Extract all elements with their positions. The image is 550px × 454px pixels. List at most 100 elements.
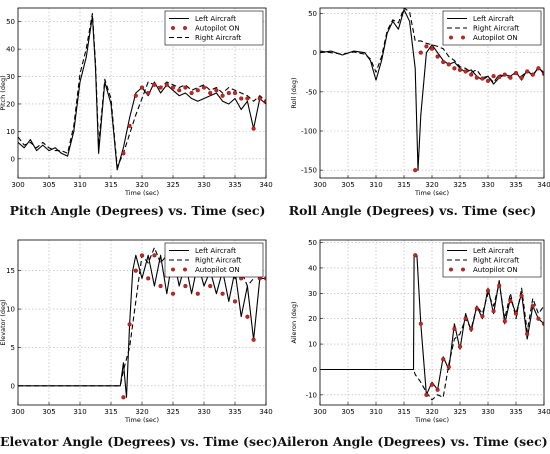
x-axis-label: Time (sec) xyxy=(124,189,159,197)
y-axis-label: Pitch (deg) xyxy=(0,75,7,110)
autopilot-on-marker xyxy=(195,291,200,296)
autopilot-on-marker xyxy=(480,314,485,319)
autopilot-on-marker xyxy=(457,67,463,72)
autopilot-on-marker xyxy=(177,88,182,93)
autopilot-on-marker xyxy=(158,283,163,289)
x-tick-label: 340 xyxy=(259,181,272,189)
x-tick-label: 310 xyxy=(369,408,382,416)
y-tick-label: 40 xyxy=(308,264,317,272)
x-tick-label: 300 xyxy=(313,181,326,189)
autopilot-on-marker xyxy=(508,75,513,80)
autopilot-on-marker xyxy=(121,151,126,156)
x-tick-label: 330 xyxy=(197,408,210,416)
autopilot-on-marker xyxy=(220,93,225,98)
legend-marker xyxy=(182,26,187,31)
autopilot-on-marker xyxy=(133,268,138,273)
x-tick-label: 315 xyxy=(104,181,117,189)
autopilot-on-marker xyxy=(513,311,519,316)
autopilot-on-marker xyxy=(513,70,519,76)
x-tick-label: 335 xyxy=(228,408,241,416)
x-tick-label: 300 xyxy=(11,181,24,189)
autopilot-on-marker xyxy=(497,74,502,80)
autopilot-on-marker xyxy=(226,90,231,96)
y-tick-label: 10 xyxy=(6,128,15,136)
x-tick-label: 335 xyxy=(509,408,522,416)
x-tick-label: 335 xyxy=(228,181,241,189)
autopilot-on-marker xyxy=(152,82,157,87)
autopilot-on-marker xyxy=(469,72,474,77)
legend-marker xyxy=(182,267,187,272)
y-axis-label: Aileron (deg) xyxy=(290,301,298,343)
autopilot-on-marker xyxy=(429,46,435,51)
autopilot-on-marker xyxy=(452,326,457,331)
x-tick-label: 330 xyxy=(481,408,494,416)
x-tick-label: 310 xyxy=(73,408,86,416)
autopilot-on-marker xyxy=(491,74,496,79)
autopilot-on-marker xyxy=(485,288,491,293)
autopilot-on-marker xyxy=(257,96,262,101)
legend-entry: Right Aircraft xyxy=(473,25,519,33)
autopilot-on-marker xyxy=(446,364,451,370)
autopilot-on-marker xyxy=(239,96,244,101)
autopilot-on-marker xyxy=(183,283,188,289)
x-tick-label: 335 xyxy=(509,181,522,189)
autopilot-on-marker xyxy=(208,283,213,289)
autopilot-on-marker xyxy=(139,85,145,90)
autopilot-on-marker xyxy=(170,291,176,296)
x-tick-label: 320 xyxy=(425,181,438,189)
y-axis-label: Elevator (deg) xyxy=(0,299,7,345)
legend-marker xyxy=(449,35,454,40)
autopilot-on-marker xyxy=(536,66,541,71)
autopilot-on-marker xyxy=(457,344,463,349)
autopilot-on-marker xyxy=(474,306,479,311)
autopilot-on-marker xyxy=(485,78,491,83)
legend-entry: Autopilot ON xyxy=(195,25,240,33)
legend-marker xyxy=(461,35,466,40)
autopilot-on-marker xyxy=(530,303,535,309)
plot-area xyxy=(320,253,544,401)
autopilot-on-marker xyxy=(418,50,423,55)
legend-marker xyxy=(170,267,175,272)
autopilot-on-marker xyxy=(519,75,524,80)
legend-entry: Autopilot ON xyxy=(195,266,240,274)
legend-entry: Autopilot ON xyxy=(473,34,518,42)
x-tick-label: 325 xyxy=(453,181,466,189)
autopilot-on-marker xyxy=(220,291,225,296)
y-tick-label: -150 xyxy=(301,167,317,175)
autopilot-on-marker xyxy=(525,331,530,337)
autopilot-on-marker xyxy=(146,276,151,281)
autopilot-on-marker xyxy=(164,82,169,87)
right-aircraft-line xyxy=(18,12,266,168)
autopilot-on-marker xyxy=(263,99,266,104)
pitch-chart: 300 305 310 315 320 325 330 335 340 0 10 20 30 40 50 Ti… xyxy=(0,7,273,197)
autopilot-on-marker xyxy=(480,76,485,81)
autopilot-on-marker xyxy=(536,316,541,321)
x-axis-label: Time (sec) xyxy=(414,416,449,424)
autopilot-on-marker xyxy=(183,85,188,90)
autopilot-on-marker xyxy=(208,90,213,96)
autopilot-on-marker xyxy=(435,54,440,59)
autopilot-on-marker xyxy=(502,72,507,77)
autopilot-on-marker xyxy=(502,319,507,324)
autopilot-on-marker xyxy=(127,322,132,327)
y-tick-label: 40 xyxy=(6,46,15,54)
autopilot-on-marker xyxy=(424,392,429,397)
y-tick-label: 0 xyxy=(11,155,15,163)
elevator-caption: Elevator Angle (Degrees) vs. Time (sec) xyxy=(0,434,278,449)
x-tick-label: 315 xyxy=(397,408,410,416)
legend-marker xyxy=(461,267,466,272)
y-tick-label: 15 xyxy=(6,267,15,275)
axes-frame xyxy=(319,7,545,179)
autopilot-on-marker xyxy=(435,387,440,392)
autopilot-on-marker xyxy=(491,308,496,314)
x-tick-label: 300 xyxy=(313,408,326,416)
legend-marker xyxy=(170,26,175,31)
autopilot-on-marker xyxy=(127,123,132,129)
autopilot-on-marker xyxy=(413,168,418,173)
x-tick-label: 320 xyxy=(425,408,438,416)
autopilot-on-marker xyxy=(497,283,502,288)
autopilot-on-marker xyxy=(530,72,535,77)
axes-frame xyxy=(17,239,267,406)
